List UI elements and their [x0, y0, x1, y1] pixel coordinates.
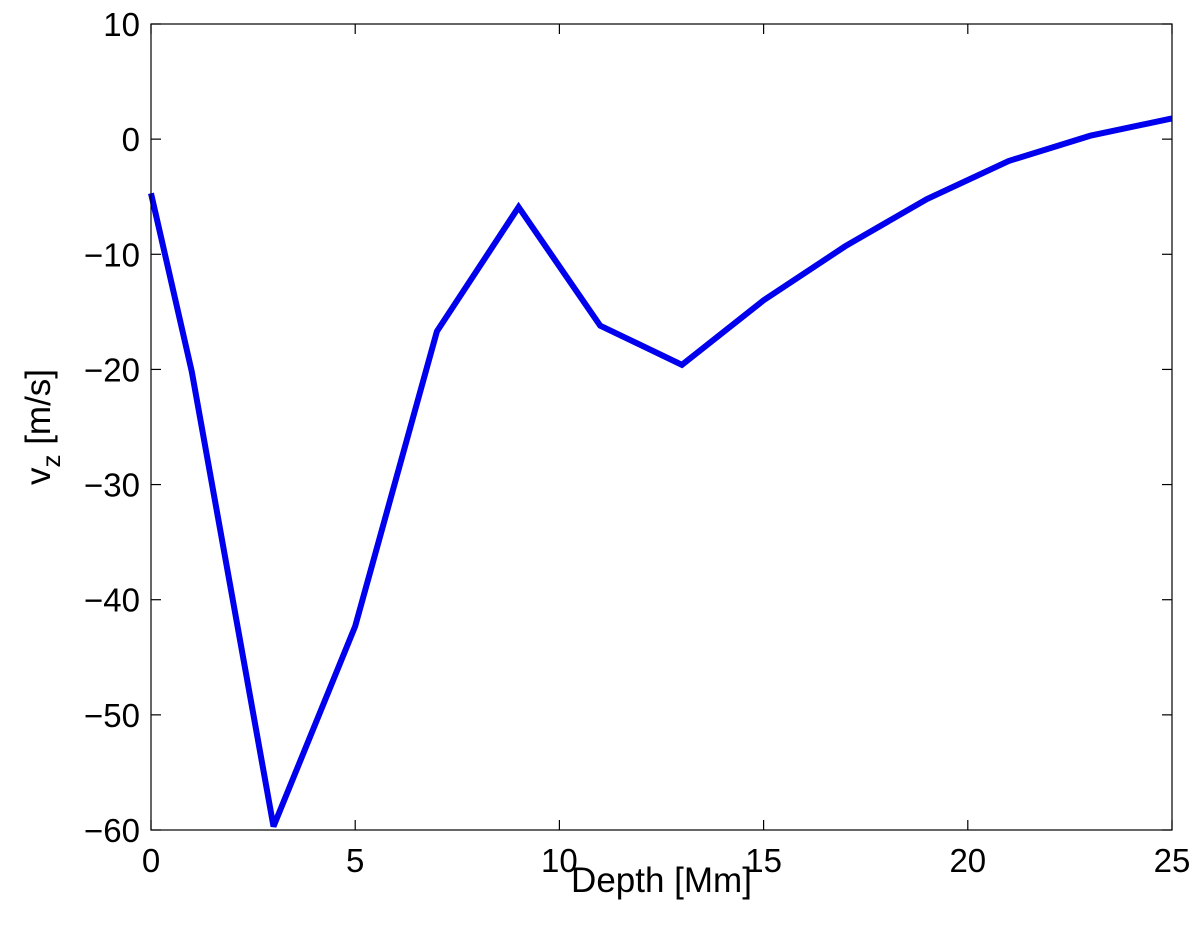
- x-tick-label: 5: [346, 842, 364, 879]
- y-axis-label-main: v: [19, 467, 58, 485]
- x-tick-label: 0: [142, 842, 160, 879]
- x-axis-label: Depth [Mm]: [571, 861, 752, 900]
- y-tick-label: −10: [84, 236, 140, 273]
- y-axis-label-subscript: z: [36, 455, 66, 468]
- y-tick-label: −40: [84, 582, 140, 619]
- plot-frame: [150, 23, 1173, 831]
- y-tick-label: 0: [122, 121, 140, 158]
- y-tick-label: −20: [84, 351, 140, 388]
- y-tick-label: −50: [84, 697, 140, 734]
- series-line: [148, 115, 1173, 828]
- y-tick-label: 10: [103, 6, 140, 43]
- y-tick-label: −30: [84, 467, 140, 504]
- y-axis-label: vz [m/s]: [19, 369, 66, 485]
- x-tick-label: 10: [541, 842, 578, 879]
- data-series: [148, 115, 1173, 828]
- x-tick-labels: 0 5 10 15 20 25: [142, 842, 1191, 879]
- x-tick-label: 25: [1154, 842, 1191, 879]
- plot-area: [151, 24, 1172, 830]
- x-tick-label: 15: [745, 842, 782, 879]
- x-tick-label: 20: [949, 842, 986, 879]
- y-axis-label-suffix: [m/s]: [19, 369, 58, 455]
- y-tick-label: −60: [84, 812, 140, 849]
- y-tick-labels: −60 −50 −40 −30 −20 −10 0 10: [84, 6, 140, 849]
